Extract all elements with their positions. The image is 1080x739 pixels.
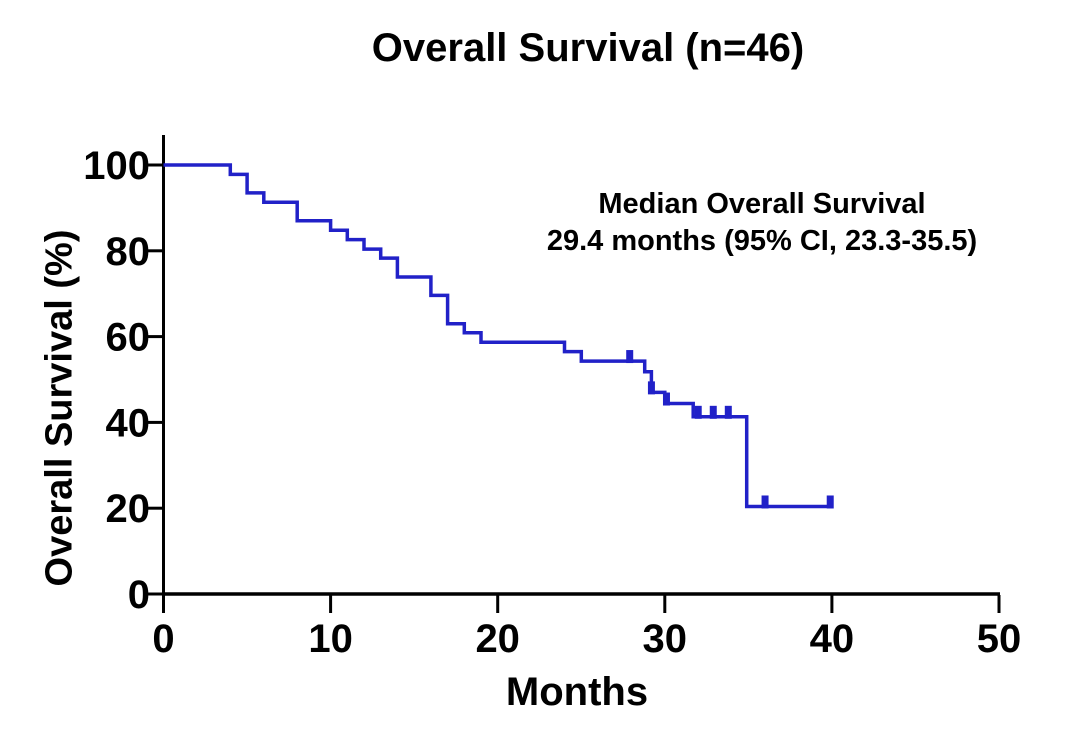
x-tick-label: 50 xyxy=(977,617,1022,661)
censor-tick xyxy=(647,381,655,395)
y-tick-label: 100 xyxy=(83,144,150,188)
y-tick-label: 20 xyxy=(106,487,151,531)
km-curve xyxy=(163,163,832,509)
x-tick-label: 10 xyxy=(308,617,353,661)
x-tick-label: 30 xyxy=(643,617,688,661)
censor-tick xyxy=(724,405,732,419)
censor-tick xyxy=(662,392,670,406)
y-tick-label: 80 xyxy=(106,230,151,274)
chart-title: Overall Survival (n=46) xyxy=(371,26,805,70)
censor-tick xyxy=(709,405,717,419)
x-axis-title: Months xyxy=(505,670,649,714)
annotation-line1: Median Overall Survival xyxy=(598,188,926,220)
x-tick-label: 0 xyxy=(152,617,174,661)
censor-tick xyxy=(826,495,834,509)
annotation-line2: 29.4 months (95% CI, 23.3-35.5) xyxy=(546,225,978,257)
x-tick-label: 20 xyxy=(475,617,520,661)
y-tick-label: 60 xyxy=(106,316,151,360)
x-tick-label: 40 xyxy=(810,617,855,661)
censor-tick xyxy=(626,350,634,364)
censor-tick xyxy=(761,495,769,509)
y-tick-label: 0 xyxy=(128,573,150,617)
median-survival-annotation: Median Overall Survival 29.4 months (95%… xyxy=(547,186,977,260)
y-tick-label: 40 xyxy=(106,401,151,445)
censor-tick xyxy=(694,405,702,419)
